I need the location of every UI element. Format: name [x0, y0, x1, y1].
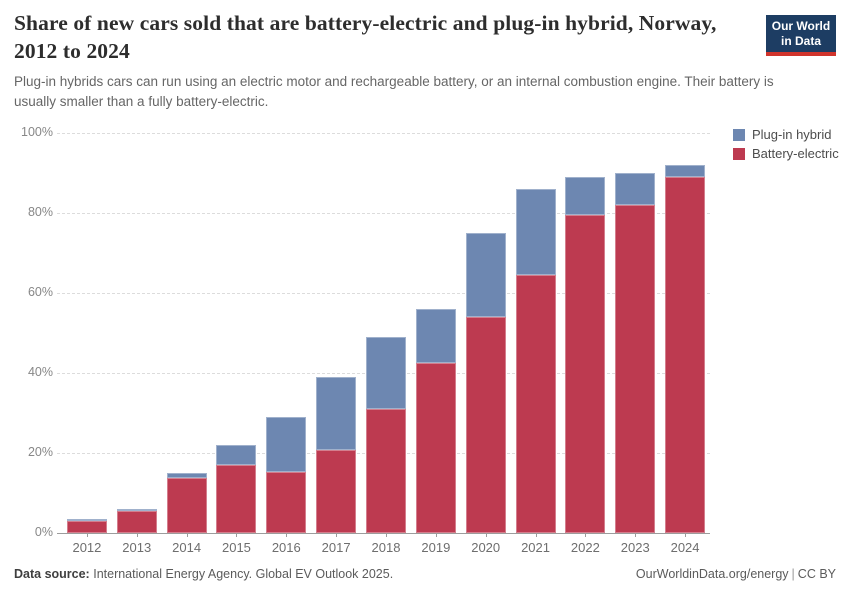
- y-tick-label-0: 0%: [34, 525, 53, 539]
- x-tick-mark-2017: [336, 533, 338, 537]
- bar-segment-2022-plug-in-hybrid[interactable]: [565, 177, 606, 215]
- data-source-note: Data source: International Energy Agency…: [14, 567, 393, 581]
- x-tick-mark-2013: [136, 533, 138, 537]
- bar-2020[interactable]: [465, 233, 506, 533]
- y-tick-label-40: 40%: [27, 365, 53, 379]
- x-tick-mark-2014: [186, 533, 188, 537]
- x-tick-label-2014: 2014: [172, 540, 202, 555]
- bar-segment-2012-plug-in-hybrid[interactable]: [66, 519, 107, 521]
- bar-segment-2024-battery-electric[interactable]: [665, 177, 706, 533]
- gridline-60: [57, 293, 710, 294]
- bar-2023[interactable]: [615, 173, 656, 533]
- bar-2017[interactable]: [316, 377, 357, 533]
- x-tick-mark-2016: [286, 533, 288, 537]
- owid-logo-line2: in Data: [780, 34, 821, 48]
- chart-legend: Plug-in hybrid Battery-electric: [733, 127, 839, 165]
- bar-segment-2022-battery-electric[interactable]: [565, 214, 606, 533]
- x-tick-label-2017: 2017: [321, 540, 351, 555]
- bar-segment-2014-battery-electric[interactable]: [166, 477, 207, 533]
- bar-segment-2018-plug-in-hybrid[interactable]: [366, 337, 406, 409]
- x-tick-label-2012: 2012: [72, 540, 102, 555]
- bar-segment-2013-plug-in-hybrid[interactable]: [116, 509, 157, 511]
- legend-swatch-battery-electric: [733, 147, 745, 160]
- x-tick-label-2023: 2023: [620, 540, 650, 555]
- legend-label-plug-in-hybrid: Plug-in hybrid: [752, 127, 832, 142]
- bar-2019[interactable]: [415, 309, 456, 533]
- bar-segment-2016-plug-in-hybrid[interactable]: [266, 417, 307, 472]
- chart-footer: Data source: International Energy Agency…: [14, 567, 836, 581]
- bar-segment-2017-plug-in-hybrid[interactable]: [316, 377, 357, 451]
- bar-segment-2019-plug-in-hybrid[interactable]: [415, 309, 456, 364]
- legend-item-plug-in-hybrid[interactable]: Plug-in hybrid: [733, 127, 839, 142]
- x-tick-label-2021: 2021: [521, 540, 550, 555]
- bar-segment-2015-battery-electric[interactable]: [216, 464, 257, 533]
- bar-segment-2018-battery-electric[interactable]: [366, 408, 406, 533]
- bar-2024[interactable]: [665, 165, 706, 533]
- x-tick-label-2020: 2020: [471, 540, 501, 555]
- x-tick-label-2018: 2018: [371, 540, 401, 555]
- y-tick-label-100: 100%: [21, 125, 53, 139]
- bar-segment-2012-battery-electric[interactable]: [66, 521, 107, 533]
- x-tick-label-2019: 2019: [421, 540, 451, 555]
- bar-2015[interactable]: [216, 444, 257, 533]
- gridline-100: [57, 133, 710, 134]
- bar-2013[interactable]: [116, 509, 157, 533]
- x-tick-mark-2021: [535, 533, 537, 537]
- x-tick-label-2024: 2024: [670, 540, 700, 555]
- bar-2012[interactable]: [66, 519, 107, 533]
- bar-segment-2021-battery-electric[interactable]: [515, 275, 556, 533]
- footer-separator: |: [791, 567, 795, 581]
- legend-item-battery-electric[interactable]: Battery-electric: [733, 146, 839, 161]
- data-source-label: Data source:: [14, 567, 90, 581]
- x-tick-label-2013: 2013: [122, 540, 152, 555]
- x-tick-mark-2020: [485, 533, 487, 537]
- bar-segment-2020-battery-electric[interactable]: [465, 316, 506, 533]
- x-tick-label-2016: 2016: [271, 540, 301, 555]
- data-source-text: International Energy Agency. Global EV O…: [93, 567, 394, 581]
- bar-2022[interactable]: [565, 177, 606, 533]
- bar-segment-2024-plug-in-hybrid[interactable]: [665, 165, 706, 177]
- bar-segment-2015-plug-in-hybrid[interactable]: [216, 444, 257, 465]
- license-label: CC BY: [797, 567, 836, 581]
- gridline-80: [57, 213, 710, 214]
- legend-label-battery-electric: Battery-electric: [752, 146, 839, 161]
- bar-segment-2013-battery-electric[interactable]: [116, 511, 157, 533]
- x-tick-mark-2022: [585, 533, 587, 537]
- x-tick-label-2022: 2022: [570, 540, 600, 555]
- y-tick-label-60: 60%: [27, 285, 53, 299]
- owid-energy-link[interactable]: OurWorldinData.org/energy: [635, 567, 789, 581]
- bar-segment-2014-plug-in-hybrid[interactable]: [166, 473, 207, 478]
- legend-swatch-plug-in-hybrid: [733, 128, 745, 141]
- bar-segment-2019-battery-electric[interactable]: [415, 363, 456, 533]
- bar-segment-2020-plug-in-hybrid[interactable]: [465, 233, 506, 317]
- y-tick-label-80: 80%: [27, 205, 53, 219]
- x-axis-line: [57, 533, 710, 534]
- bar-segment-2023-plug-in-hybrid[interactable]: [615, 173, 656, 205]
- x-tick-mark-2018: [386, 533, 387, 537]
- x-tick-mark-2012: [86, 533, 88, 537]
- chart-title: Share of new cars sold that are battery-…: [14, 11, 717, 63]
- x-tick-mark-2019: [435, 533, 437, 537]
- stacked-bar-plot-area: 0% 20% 40% 60% 80% 100% 2012 2013 2014 2015 2016 20…: [21, 125, 710, 555]
- x-tick-mark-2024: [685, 533, 687, 537]
- owid-logo-line1: Our World: [771, 19, 831, 33]
- y-tick-label-20: 20%: [27, 445, 53, 459]
- x-tick-mark-2023: [635, 533, 637, 537]
- x-tick-label-2015: 2015: [221, 540, 251, 555]
- bar-2016[interactable]: [266, 417, 307, 533]
- bar-2014[interactable]: [166, 473, 207, 533]
- bar-2021[interactable]: [515, 189, 556, 533]
- x-tick-mark-2015: [236, 533, 238, 537]
- bar-2018[interactable]: [366, 337, 406, 533]
- footer-credits: OurWorldinData.org/energy | CC BY: [636, 567, 836, 581]
- chart-subtitle: Plug-in hybrids cars can run using an el…: [14, 74, 774, 110]
- bar-segment-2023-battery-electric[interactable]: [615, 204, 656, 533]
- bar-segment-2017-battery-electric[interactable]: [316, 450, 357, 533]
- owid-logo[interactable]: Our World in Data: [766, 15, 836, 56]
- bar-segment-2016-battery-electric[interactable]: [266, 471, 307, 533]
- bar-segment-2021-plug-in-hybrid[interactable]: [515, 189, 556, 276]
